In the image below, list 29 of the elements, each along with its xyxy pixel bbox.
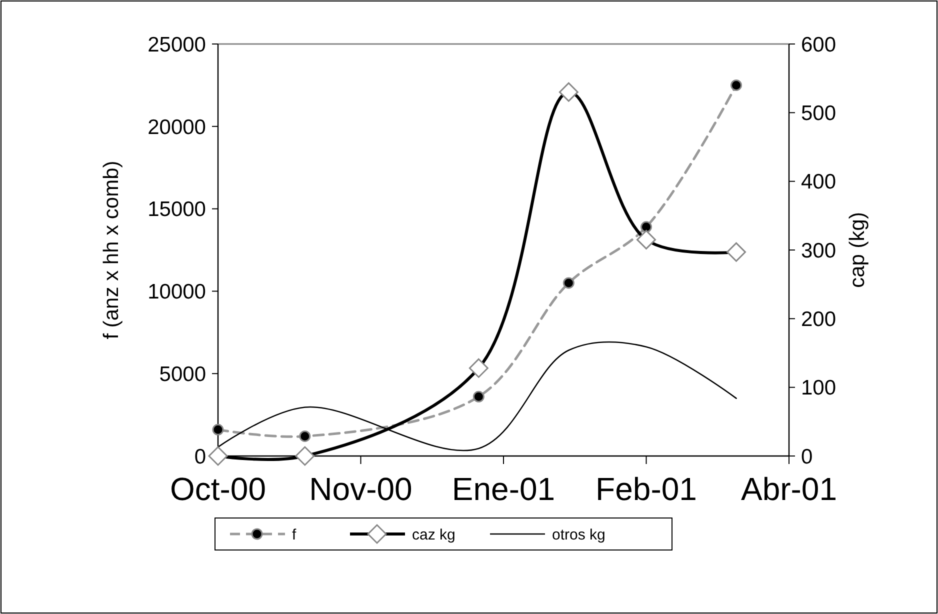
legend-label: caz kg — [412, 526, 456, 544]
y-tick-label: 10000 — [148, 280, 206, 304]
x-tick-label: Ene-01 — [452, 471, 556, 507]
point — [299, 430, 311, 442]
y-tick-label: 5000 — [159, 362, 206, 386]
point — [562, 277, 574, 289]
legend-label: otros kg — [552, 526, 606, 544]
x-tick-label: Nov-00 — [309, 471, 412, 507]
point — [730, 79, 742, 91]
y-tick-label: 20000 — [148, 116, 206, 139]
x-tick-label: Abr-01 — [740, 471, 838, 507]
y-tick-label: 15000 — [148, 198, 206, 222]
y-tick-label: 0 — [194, 445, 206, 468]
point — [212, 424, 224, 436]
y-axis-title: f (anz x hh x comb) — [100, 160, 123, 340]
y2-axis-title: cap (kg) — [846, 212, 869, 288]
y2-tick-label: 0 — [801, 445, 813, 468]
legend-label: f — [292, 526, 297, 544]
y2-tick-label: 100 — [801, 376, 836, 400]
y2-tick-label: 600 — [801, 33, 836, 56]
x-tick-label: Feb-01 — [596, 471, 697, 507]
y2-tick-label: 500 — [801, 102, 836, 126]
y2-tick-label: 400 — [801, 170, 836, 194]
y2-tick-label: 200 — [801, 308, 836, 332]
point — [472, 390, 484, 402]
point — [640, 221, 652, 233]
y2-tick-label: 300 — [801, 239, 836, 262]
y-tick-label: 25000 — [148, 33, 206, 56]
x-tick-label: Oct-00 — [170, 471, 266, 507]
